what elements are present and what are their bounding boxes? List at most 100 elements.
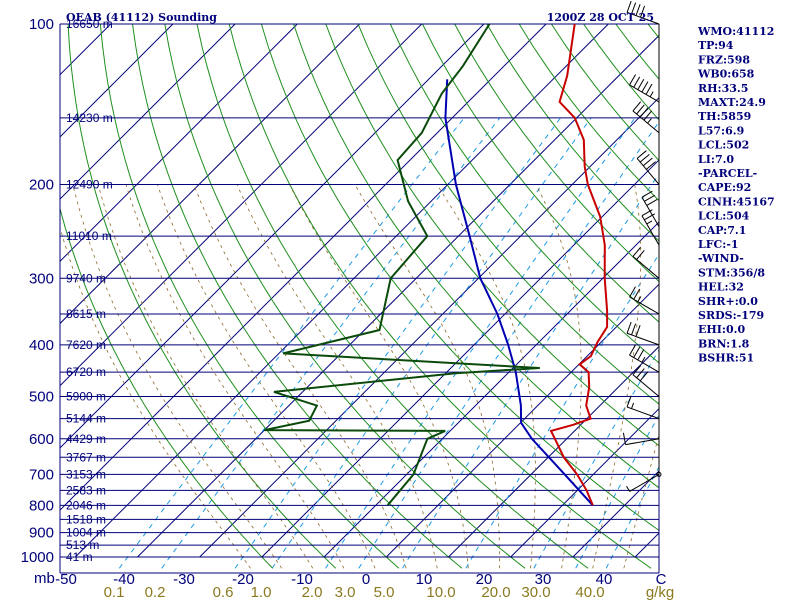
wind-barb-feather (633, 346, 641, 358)
pressure-tick-label: 100 (29, 16, 54, 33)
wind-barb-shaft (641, 196, 660, 227)
temperature-tick-label: 40 (596, 571, 613, 588)
wind-barb-shaft (625, 438, 660, 446)
mixing-ratio-label: 0.6 (213, 584, 234, 600)
isotherm-line (74, 24, 609, 558)
index-value: EHI:0.0 (698, 323, 745, 336)
wind-barb-feather (636, 249, 645, 260)
index-value: CAPE:92 (698, 181, 751, 194)
isotherm-line (60, 24, 360, 325)
pressure-tick-label: 500 (29, 389, 54, 406)
wind-barb-feather (629, 286, 636, 298)
wind-barb-feather (635, 4, 641, 16)
wind-barb-feather (644, 213, 656, 221)
mixing-ratio-label: 30.0 (521, 584, 550, 600)
index-value: FRZ:598 (698, 53, 750, 66)
chart-datetime: 1200Z 28 OCT 25 (547, 11, 654, 24)
wind-barb-feather (636, 104, 645, 115)
wind-barb-feather (639, 5, 646, 18)
wind-barb-feather (626, 395, 632, 408)
mixing-ratio-unit-label: g/kg (646, 584, 674, 600)
index-value: RH:33.5 (698, 82, 748, 95)
temperature-trace (549, 24, 609, 506)
index-value: LI:7.0 (698, 153, 734, 166)
index-value: BRN:1.8 (698, 337, 750, 350)
dry-adiabat-line (583, 24, 659, 121)
height-label: 6720 m (66, 365, 106, 379)
index-value: -WIND- (698, 252, 744, 265)
temperature-tick-label: -20 (232, 571, 254, 588)
moist-adiabat-line (97, 184, 314, 569)
index-value: LCL:502 (698, 139, 749, 152)
dry-adiabat-line (357, 24, 659, 405)
isotherm-line (385, 283, 659, 558)
wind-barb-feather (641, 81, 649, 93)
isotherm-line (510, 407, 659, 558)
wind-barb-feather (626, 485, 630, 492)
isotherm-line (448, 345, 659, 558)
wind-barb-feather (642, 157, 653, 167)
dry-adiabat-line (132, 24, 463, 569)
height-label: 513 m (66, 538, 99, 552)
height-label: 9740 m (66, 271, 106, 285)
pressure-unit-label: mb (34, 570, 55, 587)
wind-barb-feather (641, 190, 653, 198)
wind-barb-feather (637, 349, 645, 361)
mixing-ratio-label: 0.2 (145, 584, 166, 600)
wind-barb-shaft (629, 474, 660, 492)
index-value: -PARCEL- (698, 167, 757, 180)
isotherm-line (60, 24, 423, 387)
isotherm-line (60, 24, 236, 200)
wind-barb-feather (639, 107, 649, 118)
temperature-tick-label: 20 (476, 571, 493, 588)
wind-barb-feather (641, 209, 653, 217)
mixing-ratio-line (118, 117, 465, 569)
height-label: 5900 m (66, 390, 106, 404)
mixing-ratio-label: 40.0 (575, 584, 604, 600)
pressure-tick-label: 900 (29, 525, 54, 542)
sounding-profiles (264, 24, 609, 506)
temperature-tick-label: -40 (113, 571, 135, 588)
wind-barb-shaft (632, 374, 660, 397)
moist-adiabat-line (535, 184, 582, 569)
height-label: 11010 m (66, 229, 112, 243)
wind-barb-feather (631, 402, 635, 409)
moist-adiabat-line (236, 184, 438, 569)
wind-barbs (622, 0, 662, 492)
wind-barb-feather (631, 2, 637, 15)
dry-adiabat-line (454, 24, 659, 283)
moist-adiabat-line (193, 184, 407, 569)
mixing-ratio-line (271, 117, 592, 569)
wind-barb-feather (632, 365, 642, 376)
wind-barb-feather (636, 150, 647, 159)
height-label: 16650 m (66, 17, 113, 31)
moist-adiabat-line (354, 184, 500, 569)
wind-calm-marker (656, 471, 662, 477)
isotherm-line (323, 221, 659, 558)
wind-barb-feather (633, 288, 641, 300)
wind-barb-feather (636, 368, 645, 379)
isotherm-line (261, 159, 659, 558)
wind-barb-feather (632, 246, 642, 257)
height-label: 1518 m (66, 512, 106, 526)
dry-adiabat-line (325, 24, 659, 447)
isobar-lines (59, 23, 660, 574)
index-value: LFC:-1 (698, 238, 739, 251)
isotherm-line (60, 24, 174, 138)
wind-barb-feather (643, 110, 652, 121)
pressure-tick-label: 1000 (21, 549, 54, 566)
dry-adiabat-line (164, 24, 526, 569)
pressure-tick-label: 200 (29, 176, 54, 193)
temperature-tick-label: 30 (535, 571, 552, 588)
pressure-tick-label: 300 (29, 270, 54, 287)
wind-barb-shaft (629, 354, 660, 373)
wind-barb-shaft (626, 406, 660, 420)
dry-adiabat-line (228, 24, 652, 569)
height-label: 4429 m (66, 432, 106, 446)
isotherm-line (137, 34, 659, 558)
pressure-tick-label: 700 (29, 466, 54, 483)
mixing-ratio-label: 1.0 (251, 584, 272, 600)
chart-title: OEAB (41112) Sounding (66, 11, 217, 24)
dry-adiabat-line (60, 206, 274, 569)
